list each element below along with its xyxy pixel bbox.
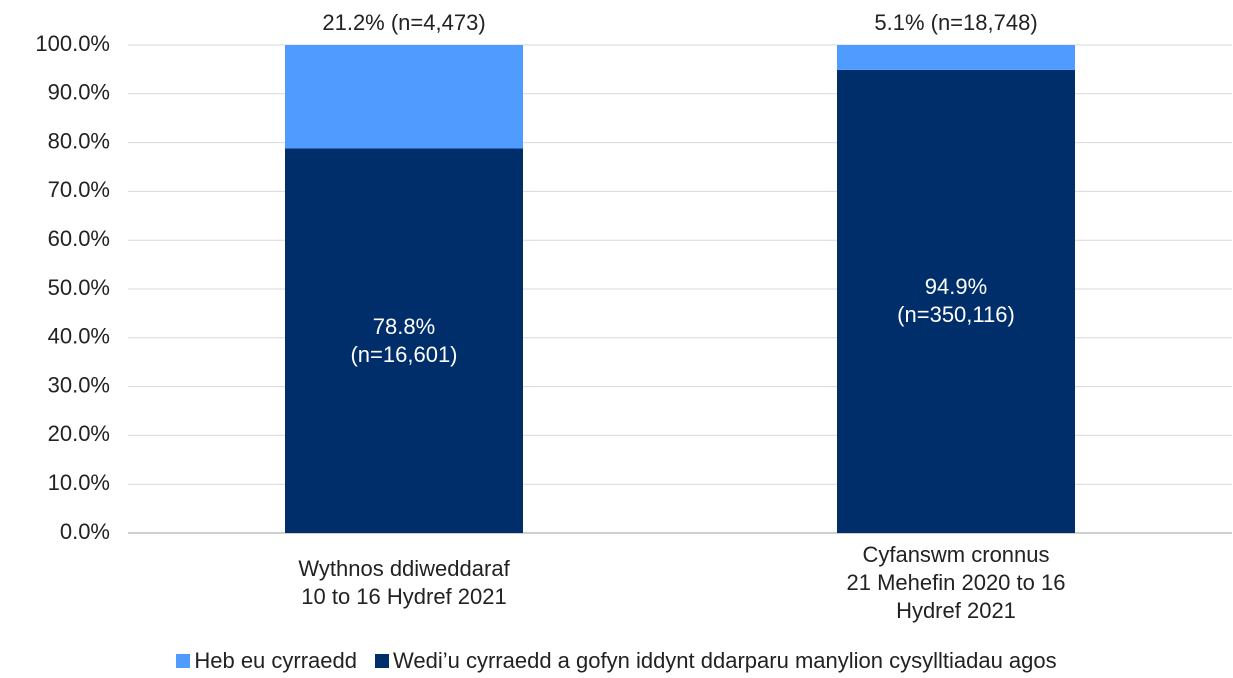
data-label: 21.2% (n=4,473): [322, 10, 486, 35]
y-tick-label: 60.0%: [48, 226, 110, 251]
legend-swatch: [375, 654, 389, 668]
y-tick-label: 50.0%: [48, 275, 110, 300]
y-tick-label: 40.0%: [48, 324, 110, 349]
y-tick-label: 30.0%: [48, 372, 110, 397]
y-tick-label: 10.0%: [48, 470, 110, 495]
data-label: 94.9% (n=350,116): [897, 274, 1015, 328]
y-tick-label: 20.0%: [48, 421, 110, 446]
legend-item: Wedi’u cyrraedd a gofyn iddynt ddarparu …: [375, 648, 1057, 674]
x-tick-label: Wythnos ddiweddaraf 10 to 16 Hydref 2021: [298, 556, 510, 609]
legend-swatch: [176, 654, 191, 668]
data-label: 5.1% (n=18,748): [874, 10, 1038, 35]
legend: Heb eu cyrraedd Wedi’u cyrraedd a gofyn i…: [0, 648, 1233, 674]
bar-segment: [837, 45, 1075, 70]
bar-segment: [285, 45, 523, 149]
bar-segment: [837, 69, 1075, 533]
y-tick-label: 100.0%: [35, 31, 110, 56]
y-tick-label: 0.0%: [60, 519, 110, 544]
legend-item: Heb eu cyrraedd: [176, 648, 357, 674]
legend-label: Wedi’u cyrraedd a gofyn iddynt ddarparu …: [393, 648, 1057, 673]
data-label: 78.8% (n=16,601): [350, 313, 458, 367]
y-tick-label: 80.0%: [48, 128, 110, 153]
legend-label: Heb eu cyrraedd: [194, 648, 357, 673]
y-tick-label: 90.0%: [48, 80, 110, 105]
x-tick-label: Cyfanswm cronnus 21 Mehefin 2020 to 16 H…: [846, 542, 1066, 623]
bar-segment: [285, 148, 523, 533]
y-tick-label: 70.0%: [48, 177, 110, 202]
